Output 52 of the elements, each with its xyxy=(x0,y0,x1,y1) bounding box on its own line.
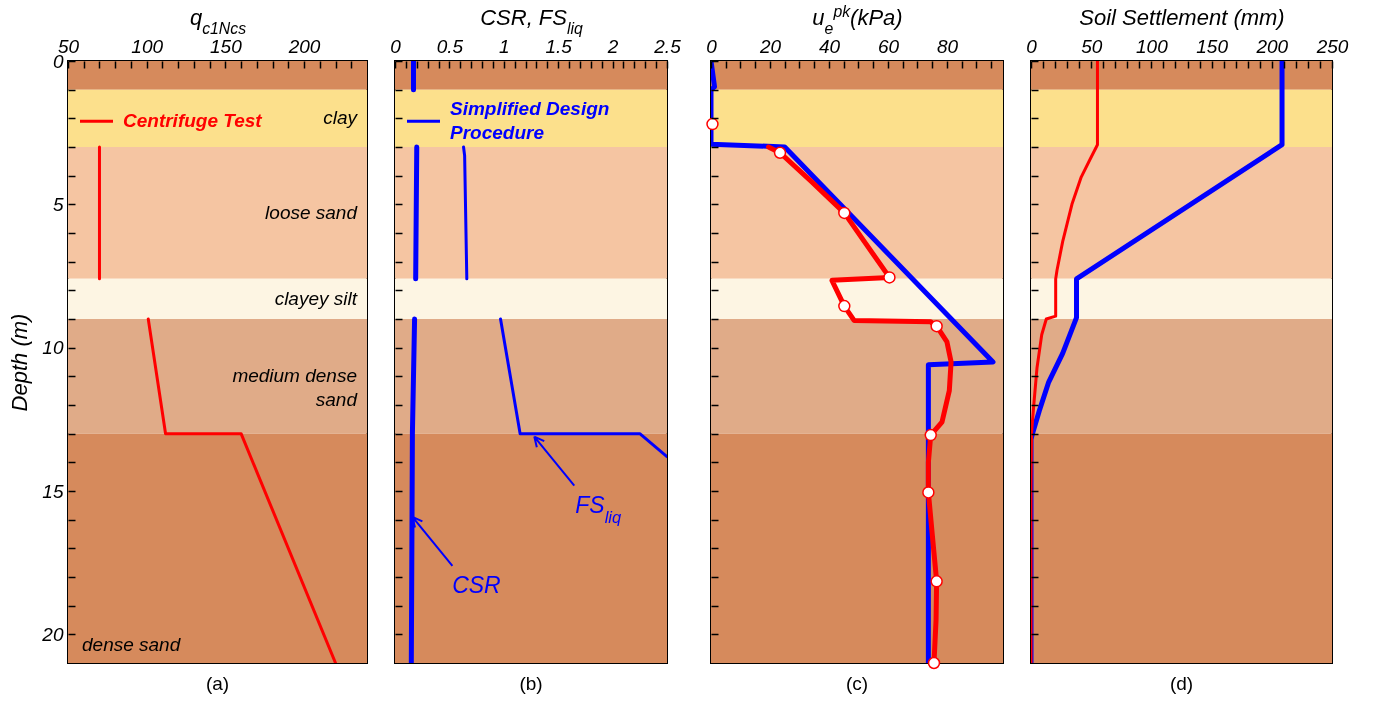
point xyxy=(773,146,787,159)
x-tick-label: 80 xyxy=(936,35,959,57)
band-label: loose sand xyxy=(265,201,359,223)
x-tick-label: 150 xyxy=(1196,35,1229,57)
point xyxy=(706,117,719,131)
x-axis-title: u$_{e}$$^{pk}$(kPa) xyxy=(812,2,903,36)
text: (b) xyxy=(519,673,543,694)
point xyxy=(930,319,943,333)
x-tick-label: 250 xyxy=(1315,35,1349,57)
y-axis-title: Depth (m) xyxy=(7,313,33,412)
text: (a) xyxy=(205,673,230,694)
point xyxy=(883,271,896,284)
x-tick-label: 1.5 xyxy=(545,35,573,57)
text: (d) xyxy=(1169,673,1194,694)
y-tick-label: 5 xyxy=(52,193,64,215)
x-tick-label: 0 xyxy=(1026,35,1038,57)
y-tick-label: 15 xyxy=(42,480,64,502)
point xyxy=(922,486,935,499)
point xyxy=(927,656,941,670)
x-axis-title: CSR, FS$_{liq}$ xyxy=(480,4,584,36)
band-label: clay xyxy=(323,107,359,129)
x-tick-label: 40 xyxy=(818,35,841,57)
x-tick-label: 2.5 xyxy=(653,35,682,57)
point xyxy=(838,299,851,313)
x-tick-label: 0 xyxy=(390,35,402,57)
x-tick-label: 200 xyxy=(1255,35,1289,57)
y-tick-label: 10 xyxy=(42,337,64,359)
annotation: CSR xyxy=(452,571,501,598)
y-tick-label: 20 xyxy=(41,623,64,645)
band-label: clayey silt xyxy=(274,287,358,309)
x-tick-label: 60 xyxy=(877,35,900,57)
x-tick-label: 0.5 xyxy=(436,35,464,57)
x-tick-label: 100 xyxy=(131,35,164,57)
band-label: dense sand xyxy=(82,634,182,655)
x-tick-label: 50 xyxy=(1081,35,1103,57)
point xyxy=(924,428,937,442)
legend-label: Centrifuge Test xyxy=(123,110,263,132)
x-tick-label: 20 xyxy=(758,35,782,57)
x-tick-label: 2 xyxy=(606,35,619,57)
x-tick-label: 200 xyxy=(287,35,321,57)
annotation: FS$_{liq}$ xyxy=(575,491,623,527)
point xyxy=(838,206,851,220)
x-tick-label: 0 xyxy=(706,35,718,57)
x-tick-label: 150 xyxy=(210,35,243,57)
text: (c) xyxy=(845,673,869,694)
point xyxy=(930,575,943,588)
x-axis-title: Soil Settlement (mm) xyxy=(1079,4,1285,30)
legend-label: Simplified Design Procedure xyxy=(450,98,610,144)
x-tick-label: 100 xyxy=(1136,35,1169,57)
band-label: medium dense sand xyxy=(232,365,359,411)
x-tick-label: 1 xyxy=(499,35,510,57)
x-axis-title: q$_{c1Ncs}$ xyxy=(189,4,247,36)
